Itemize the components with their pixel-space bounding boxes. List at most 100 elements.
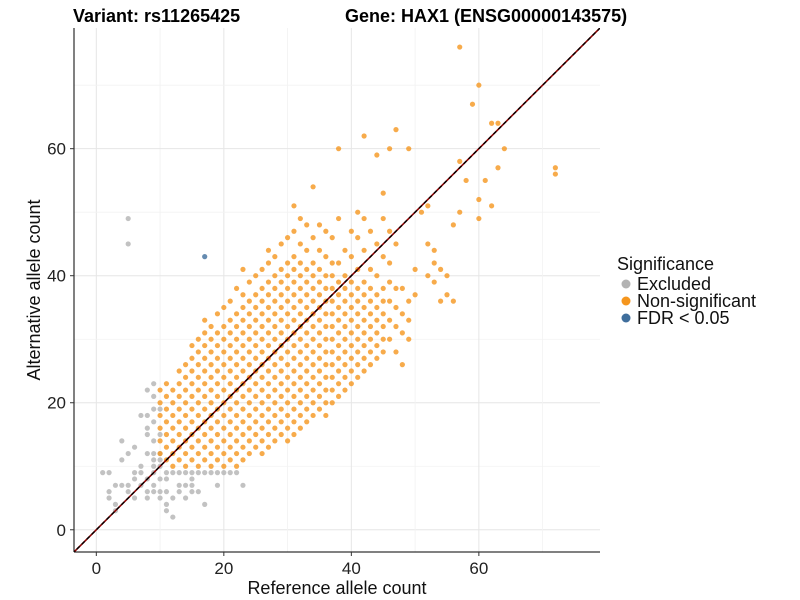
point-non-significant bbox=[552, 171, 558, 177]
point-non-significant bbox=[335, 317, 342, 323]
point-non-significant bbox=[233, 412, 240, 419]
point-non-significant bbox=[297, 387, 303, 393]
point-excluded bbox=[157, 495, 163, 501]
point-non-significant bbox=[208, 438, 214, 444]
point-non-significant bbox=[227, 317, 233, 323]
point-non-significant bbox=[265, 292, 272, 298]
point-non-significant bbox=[253, 330, 259, 336]
point-non-significant bbox=[259, 298, 265, 304]
point-non-significant bbox=[444, 292, 450, 298]
point-non-significant bbox=[163, 431, 170, 438]
point-non-significant bbox=[272, 374, 278, 380]
point-excluded bbox=[119, 482, 125, 488]
point-non-significant bbox=[202, 381, 208, 387]
point-non-significant bbox=[284, 323, 291, 330]
point-non-significant bbox=[342, 336, 348, 342]
point-non-significant bbox=[489, 120, 495, 126]
data-points bbox=[100, 44, 558, 520]
point-non-significant bbox=[240, 393, 246, 399]
point-non-significant bbox=[240, 368, 246, 374]
point-excluded bbox=[182, 495, 189, 501]
point-non-significant bbox=[195, 438, 201, 444]
point-non-significant bbox=[304, 292, 310, 298]
point-excluded bbox=[125, 241, 131, 247]
point-excluded bbox=[151, 450, 157, 457]
point-non-significant bbox=[259, 400, 265, 406]
point-non-significant bbox=[361, 304, 367, 311]
point-excluded bbox=[157, 476, 163, 482]
point-non-significant bbox=[367, 349, 374, 355]
point-non-significant bbox=[182, 400, 189, 406]
point-non-significant bbox=[221, 362, 227, 368]
point-non-significant bbox=[355, 311, 361, 317]
diagonal-solid bbox=[74, 28, 600, 552]
point-non-significant bbox=[189, 419, 195, 425]
point-non-significant bbox=[182, 425, 189, 431]
point-non-significant bbox=[361, 330, 367, 336]
point-non-significant bbox=[208, 425, 214, 431]
point-non-significant bbox=[361, 368, 367, 374]
point-non-significant bbox=[329, 349, 335, 355]
point-non-significant bbox=[367, 311, 374, 317]
point-non-significant bbox=[182, 374, 189, 380]
point-non-significant bbox=[182, 412, 189, 419]
point-non-significant bbox=[202, 368, 208, 374]
point-non-significant bbox=[380, 298, 386, 304]
point-non-significant bbox=[170, 438, 176, 444]
point-non-significant bbox=[291, 406, 297, 412]
point-excluded bbox=[163, 489, 170, 495]
point-non-significant bbox=[265, 247, 272, 253]
point-non-significant bbox=[323, 285, 329, 292]
point-non-significant bbox=[189, 381, 195, 387]
point-excluded bbox=[189, 476, 195, 482]
point-non-significant bbox=[425, 203, 431, 209]
point-non-significant bbox=[278, 292, 284, 298]
point-non-significant bbox=[221, 387, 227, 393]
point-excluded bbox=[125, 215, 131, 222]
point-non-significant bbox=[259, 336, 265, 342]
point-non-significant bbox=[355, 336, 361, 342]
point-non-significant bbox=[253, 317, 259, 323]
point-non-significant bbox=[227, 298, 233, 304]
point-non-significant bbox=[367, 285, 374, 292]
point-non-significant bbox=[310, 400, 316, 406]
point-non-significant bbox=[380, 311, 386, 317]
point-excluded bbox=[151, 457, 157, 463]
point-non-significant bbox=[329, 273, 335, 279]
point-non-significant bbox=[278, 241, 284, 247]
point-non-significant bbox=[348, 342, 354, 349]
point-non-significant bbox=[163, 381, 170, 387]
point-non-significant bbox=[291, 342, 297, 349]
point-excluded bbox=[144, 495, 150, 501]
point-non-significant bbox=[342, 387, 348, 393]
point-non-significant bbox=[297, 285, 303, 292]
legend: Significance Excluded Non-significant FD… bbox=[617, 254, 756, 328]
point-non-significant bbox=[380, 190, 386, 196]
legend-label-non-significant: Non-significant bbox=[637, 291, 756, 311]
point-non-significant bbox=[361, 247, 367, 253]
point-non-significant bbox=[310, 273, 316, 279]
point-excluded bbox=[214, 482, 221, 488]
point-non-significant bbox=[399, 311, 405, 317]
point-non-significant bbox=[323, 412, 329, 419]
point-non-significant bbox=[399, 330, 405, 336]
point-non-significant bbox=[361, 317, 367, 323]
point-non-significant bbox=[259, 311, 265, 317]
chart-title-gene: Gene: HAX1 (ENSG00000143575) bbox=[345, 6, 627, 26]
point-excluded bbox=[100, 470, 106, 476]
point-non-significant bbox=[291, 381, 297, 387]
point-excluded bbox=[163, 508, 170, 514]
point-non-significant bbox=[348, 368, 354, 374]
point-excluded bbox=[106, 489, 112, 495]
point-non-significant bbox=[246, 400, 252, 406]
point-non-significant bbox=[221, 374, 227, 380]
point-non-significant bbox=[214, 431, 221, 438]
point-excluded bbox=[144, 431, 150, 438]
point-excluded bbox=[144, 412, 150, 419]
point-non-significant bbox=[374, 152, 380, 158]
point-non-significant bbox=[323, 228, 329, 234]
diagonal-dashed bbox=[74, 28, 600, 552]
point-non-significant bbox=[380, 215, 386, 222]
point-non-significant bbox=[329, 387, 335, 393]
